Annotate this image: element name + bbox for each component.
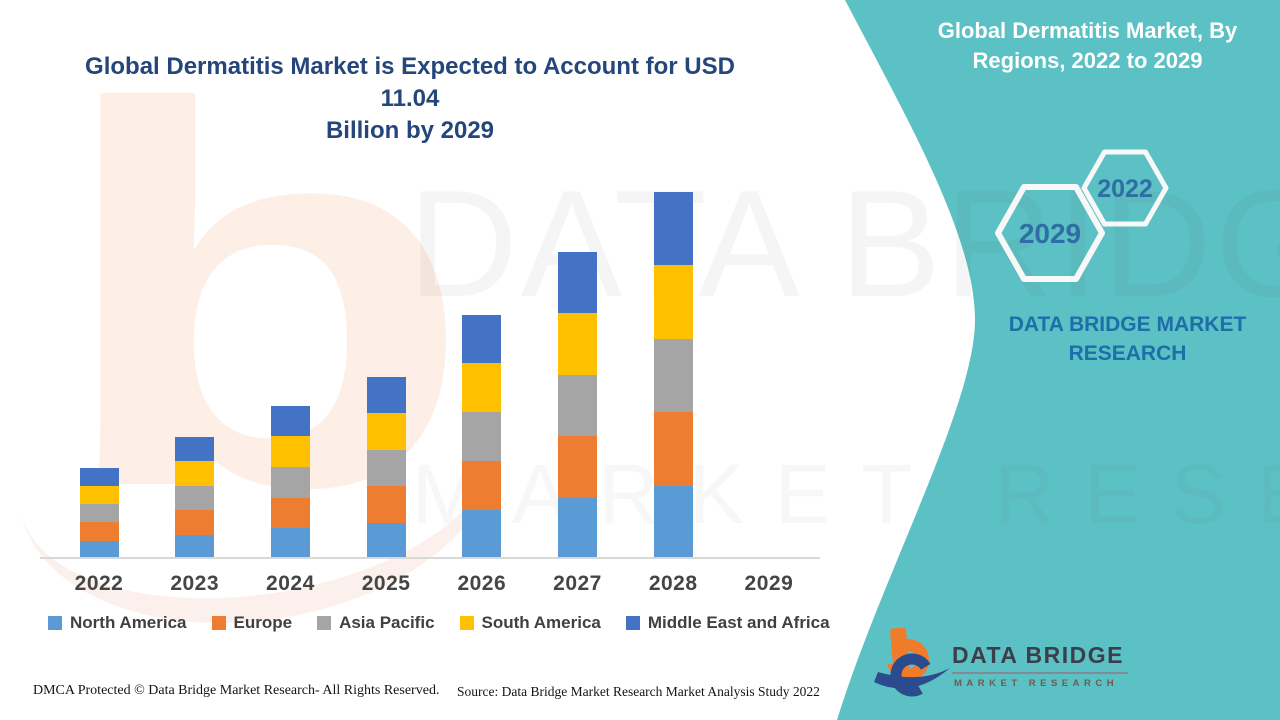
- bar-segment: [462, 363, 502, 413]
- brand-caption: DATA BRIDGE MARKET RESEARCH: [1000, 310, 1255, 368]
- brand-text-watermark: DATA BRIDGE: [408, 159, 1280, 329]
- x-axis-labels: 2022 2023 2024 2025 2026 2027 2028 2029: [0, 572, 860, 600]
- bar-segment: [366, 413, 406, 450]
- bar-segment: [558, 313, 597, 375]
- side-panel-title-line1: Global Dermatitis Market, By: [937, 18, 1238, 43]
- bar-segment: [79, 522, 119, 541]
- chart-title-line2: Billion by 2029: [325, 117, 495, 144]
- bar-segment: [462, 461, 502, 511]
- badge-year-2022: 2022: [1097, 175, 1153, 203]
- bar-segment: [462, 314, 502, 364]
- bar-segment: [79, 540, 119, 559]
- legend-item: Asia Pacific: [317, 613, 435, 633]
- x-axis-line: [40, 557, 820, 559]
- legend-swatch-icon: [48, 616, 62, 630]
- bar-segment: [175, 436, 215, 461]
- legend-label: Europe: [233, 613, 293, 632]
- bar-segment: [175, 534, 215, 559]
- brand-subtext-watermark: MARKET RESEARCH: [412, 452, 1280, 536]
- bar-segment: [175, 485, 215, 510]
- legend-item: Middle East and Africa: [625, 613, 830, 633]
- footer-dmca-text: DMCA Protected © Data Bridge Market Rese…: [33, 683, 440, 698]
- bar-segment: [653, 192, 693, 266]
- bar-segment: [175, 461, 215, 486]
- bar-segment: [462, 510, 502, 559]
- side-panel-title: Global Dermatitis Market, By Regions, 20…: [915, 16, 1260, 76]
- bar-segment: [366, 522, 406, 559]
- bar-segment: [366, 376, 406, 413]
- logo-swoosh: [874, 668, 950, 689]
- logo-sub-wordmark: MARKET RESEARCH: [954, 678, 1119, 689]
- bar-segment: [270, 405, 310, 437]
- legend-label: North America: [70, 613, 187, 632]
- bar-segment: [558, 497, 597, 559]
- stacked-bar-2023: [175, 436, 215, 559]
- bar-segment: [653, 338, 693, 413]
- x-axis-label: 2024: [266, 572, 315, 595]
- chart-title: Global Dermatitis Market is Expected to …: [60, 51, 760, 147]
- x-axis-label: 2029: [744, 572, 794, 595]
- stacked-bar-2025: [366, 376, 406, 559]
- stacked-bar-2028: [653, 192, 693, 559]
- x-axis-label: 2028: [648, 572, 698, 595]
- side-panel-shape: [837, 0, 1280, 720]
- footer-source-text: Source: Data Bridge Market Research Mark…: [457, 684, 820, 699]
- logo-wordmark: DATA BRIDGE: [952, 642, 1128, 674]
- bar-segment: [462, 412, 502, 462]
- bar-segment: [79, 467, 119, 486]
- legend-label: South America: [481, 613, 601, 632]
- bar-segment: [270, 528, 310, 559]
- stacked-bar-2027: [558, 252, 597, 559]
- x-axis-label: 2023: [170, 572, 220, 595]
- bar-segment: [558, 436, 597, 498]
- legend-swatch-icon: [459, 616, 474, 630]
- legend-item: Europe: [211, 613, 293, 633]
- bar-segment: [270, 436, 310, 467]
- x-axis-label: 2027: [553, 572, 602, 595]
- bar-segment: [558, 374, 597, 437]
- bar-segment: [653, 265, 693, 339]
- brand-caption-line2: RESEARCH: [1068, 342, 1187, 365]
- chart-title-line1: Global Dermatitis Market is Expected to …: [85, 53, 735, 112]
- legend-item: South America: [459, 613, 601, 633]
- legend-swatch-icon: [625, 616, 640, 630]
- legend-swatch-icon: [317, 616, 332, 630]
- bar-segment: [79, 504, 119, 523]
- x-axis-label: 2026: [457, 572, 507, 595]
- bar-segment: [270, 497, 310, 529]
- bar-segment: [366, 486, 406, 523]
- bar-segment: [79, 485, 119, 505]
- chart-legend: North America Europe Asia Pacific South Ame…: [48, 613, 848, 633]
- bar-segment: [270, 466, 310, 498]
- legend-swatch-icon: [211, 616, 226, 630]
- bar-segment: [653, 485, 693, 559]
- bar-segment: [175, 510, 215, 535]
- hexagon-badges: [995, 149, 1169, 282]
- bar-segment: [366, 449, 406, 486]
- brand-caption-line1: DATA BRIDGE MARKET: [1008, 313, 1247, 336]
- hexagon-2022-icon: [1081, 149, 1169, 227]
- bar-segment: [558, 252, 597, 314]
- hexagon-2029-icon: [995, 184, 1105, 282]
- legend-label: Asia Pacific: [339, 613, 435, 632]
- legend-item: North America: [48, 613, 187, 633]
- x-axis-label: 2022: [74, 572, 124, 595]
- legend-label: Middle East and Africa: [647, 613, 830, 632]
- stacked-bar-2024: [270, 405, 310, 559]
- data-bridge-logo-icon: [874, 627, 950, 697]
- badge-year-2029: 2029: [1018, 218, 1082, 249]
- x-axis-label: 2025: [361, 572, 411, 595]
- stacked-bar-2022: [79, 467, 119, 559]
- stacked-bar-2026: [462, 314, 502, 559]
- side-panel-title-line2: Regions, 2022 to 2029: [972, 48, 1203, 73]
- bar-segment: [653, 412, 693, 486]
